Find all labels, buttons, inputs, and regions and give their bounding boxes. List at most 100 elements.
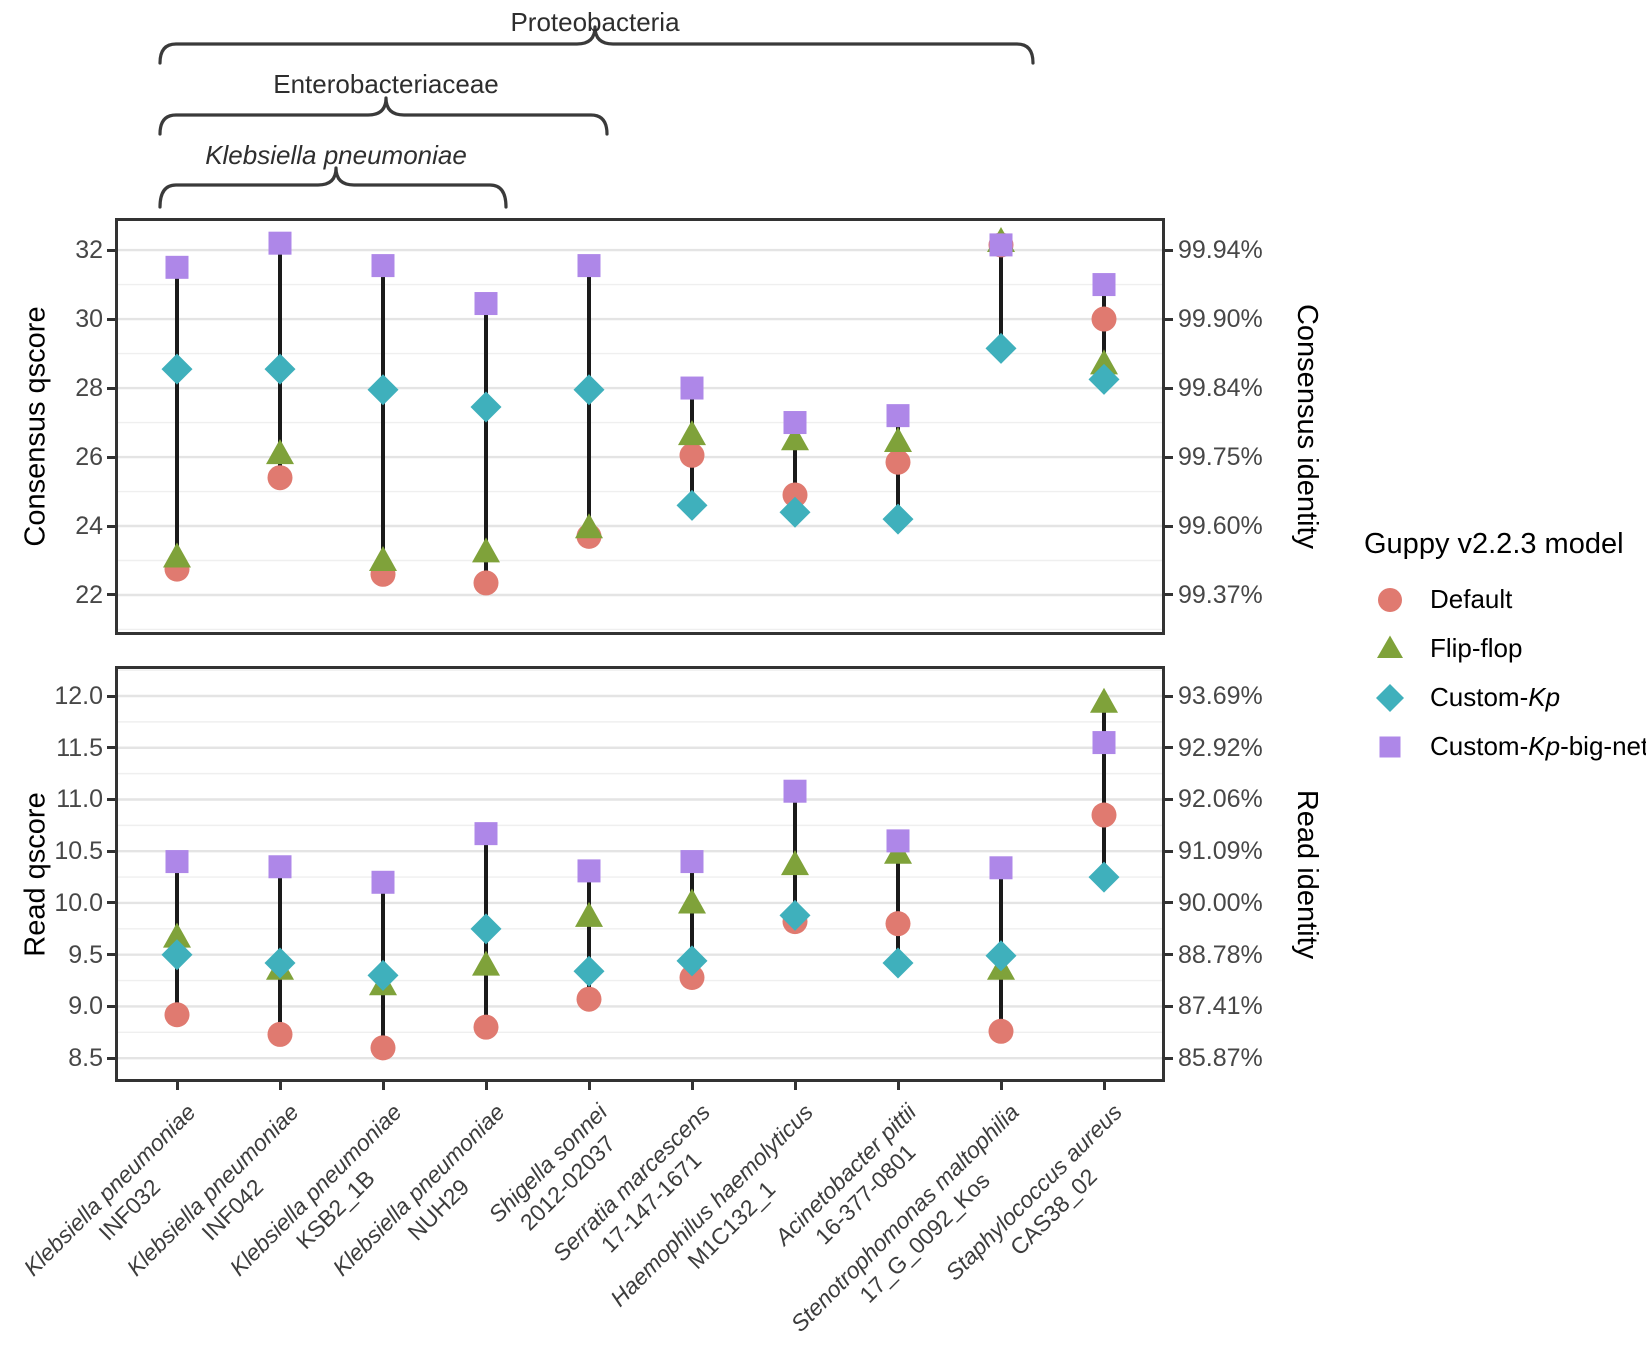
y-tick-label: 10.0 [54, 888, 103, 917]
marker-custom-kp [367, 374, 399, 406]
tick-mark [1165, 694, 1173, 698]
x-tick-mark [999, 1082, 1003, 1090]
x-tick-mark [793, 1082, 797, 1090]
legend-label: Custom-Kp [1430, 682, 1561, 712]
x-tick-mark [1102, 1082, 1106, 1090]
brace-klebsiella-pneumoniae [158, 166, 508, 209]
legend-item-flip-flop: Flip-flop [1362, 624, 1646, 673]
legend-label: Default [1430, 584, 1513, 614]
y-tick-label: 10.5 [54, 837, 103, 866]
marker-custom-kp-big-net [680, 850, 704, 874]
marker-custom-kp [264, 353, 296, 385]
marker-flip-flop [369, 545, 397, 571]
x-tick-mark [381, 1082, 385, 1090]
panel-border [115, 666, 1165, 1082]
y-tick-label: 24 [75, 512, 103, 540]
taxonomy-braces [158, 25, 1035, 209]
marker-default [576, 986, 602, 1012]
tick-mark [107, 953, 115, 957]
y2-tick-label: 99.75% [1178, 443, 1263, 472]
y2-tick-label: 99.60% [1178, 512, 1263, 540]
tick-mark [107, 524, 115, 528]
y-tick-label: 12.0 [54, 682, 103, 710]
marker-default [370, 1035, 396, 1061]
tick-mark [1165, 1004, 1173, 1008]
tick-mark [1165, 849, 1173, 853]
marker-custom-kp [985, 940, 1017, 972]
marker-default [164, 1002, 190, 1028]
legend-triangle-icon [1377, 635, 1403, 658]
tick-mark [1165, 248, 1173, 252]
brace-proteobacteria [158, 25, 1035, 65]
marker-default [473, 570, 499, 596]
x-tick-mark [484, 1082, 488, 1090]
marker-custom-kp [1088, 363, 1120, 395]
y-tick-label: 32 [75, 236, 103, 265]
marker-default [1091, 306, 1117, 332]
legend-label: Custom-Kp-big-net [1430, 731, 1646, 761]
x-tick-mark [175, 1082, 179, 1090]
legend-item-custom-kp-big-net: Custom-Kp-big-net [1362, 722, 1646, 771]
tick-mark [107, 849, 115, 853]
marker-custom-kp [779, 899, 811, 931]
consensus-identity-axis-title: Consensus identity [1291, 303, 1324, 550]
marker-custom-kp-big-net [989, 233, 1013, 257]
y2-tick-label: 92.06% [1178, 785, 1263, 814]
legend: Guppy v2.2.3 model Default Flip-flop Custo… [1362, 528, 1646, 771]
y-tick-label: 9.5 [68, 940, 103, 969]
tick-mark [1165, 455, 1173, 459]
marker-custom-kp [470, 391, 502, 423]
x-tick-mark [278, 1082, 282, 1090]
read-panel [115, 666, 1165, 1082]
x-tick-mark [690, 1082, 694, 1090]
marker-custom-kp [367, 959, 399, 991]
marker-custom-kp-big-net [680, 376, 704, 400]
marker-custom-kp [676, 945, 708, 977]
marker-custom-kp-big-net [474, 292, 498, 316]
tick-mark [107, 901, 115, 905]
consensus-panel [115, 218, 1165, 635]
marker-flip-flop [781, 850, 809, 876]
marker-custom-kp-big-net [783, 779, 807, 803]
marker-flip-flop [884, 427, 912, 453]
marker-custom-kp-big-net [886, 829, 910, 853]
marker-flip-flop [678, 420, 706, 446]
marker-flip-flop [678, 888, 706, 914]
consensus-qscore-axis-title: Consensus qscore [19, 306, 52, 547]
marker-custom-kp-big-net [165, 255, 189, 279]
marker-custom-kp [573, 374, 605, 406]
marker-custom-kp-big-net [165, 850, 189, 874]
legend-item-custom-kp: Custom-Kp [1362, 673, 1646, 722]
tick-mark [1165, 746, 1173, 750]
y-tick-label: 26 [75, 443, 103, 472]
tick-mark [107, 694, 115, 698]
marker-custom-kp [264, 947, 296, 979]
marker-custom-kp-big-net [268, 231, 292, 255]
y-tick-label: 11.5 [56, 733, 103, 762]
tick-mark [1165, 317, 1173, 321]
marker-flip-flop [1090, 349, 1118, 375]
y-tick-label: 11.0 [56, 785, 103, 814]
y2-tick-label: 90.00% [1178, 888, 1263, 917]
tick-mark [1165, 593, 1173, 597]
marker-custom-kp [882, 503, 914, 535]
brace-enterobacteriaceae [158, 96, 609, 136]
marker-default [885, 911, 911, 937]
marker-default [267, 1021, 293, 1047]
y2-tick-label: 99.84% [1178, 374, 1263, 403]
marker-custom-kp [470, 913, 502, 945]
y2-tick-label: 88.78% [1178, 940, 1263, 969]
consensus-plot-svg [115, 218, 1165, 635]
marker-flip-flop [163, 542, 191, 568]
marker-custom-kp-big-net [989, 856, 1013, 880]
y2-tick-label: 99.90% [1178, 305, 1263, 334]
tick-mark [107, 1004, 115, 1008]
tick-mark [1165, 953, 1173, 957]
legend-item-default: Default [1362, 575, 1646, 624]
marker-custom-kp [1088, 861, 1120, 893]
marker-default [473, 1014, 499, 1040]
x-tick-mark [896, 1082, 900, 1090]
y2-tick-label: 85.87% [1178, 1044, 1263, 1073]
tick-mark [1165, 524, 1173, 528]
marker-custom-kp-big-net [474, 822, 498, 846]
